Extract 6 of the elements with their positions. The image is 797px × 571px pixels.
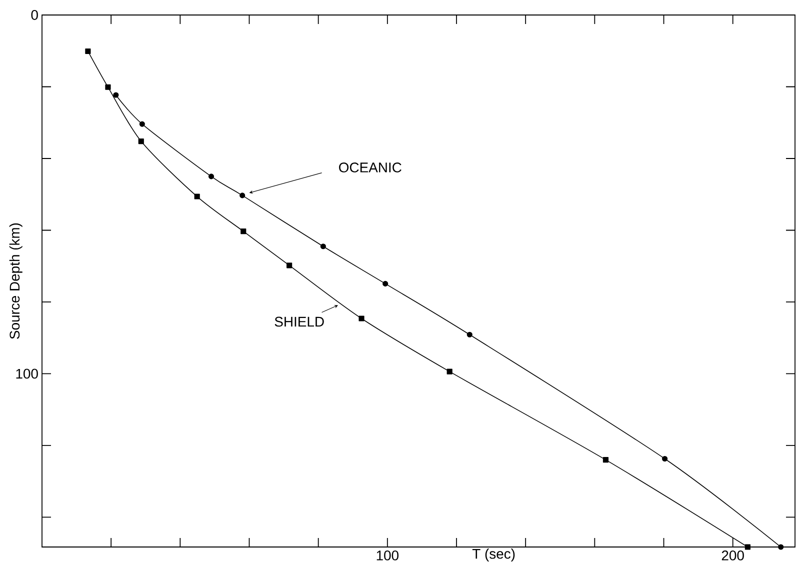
- x-axis-title: T (sec): [472, 548, 515, 562]
- x-tick-label: 200: [722, 550, 744, 560]
- text: OCEANIC: [339, 162, 402, 172]
- y-tick-label: 0: [31, 10, 38, 20]
- y-axis-title: Source Depth (km): [9, 223, 22, 339]
- legend-label: SHIELD: [274, 316, 324, 327]
